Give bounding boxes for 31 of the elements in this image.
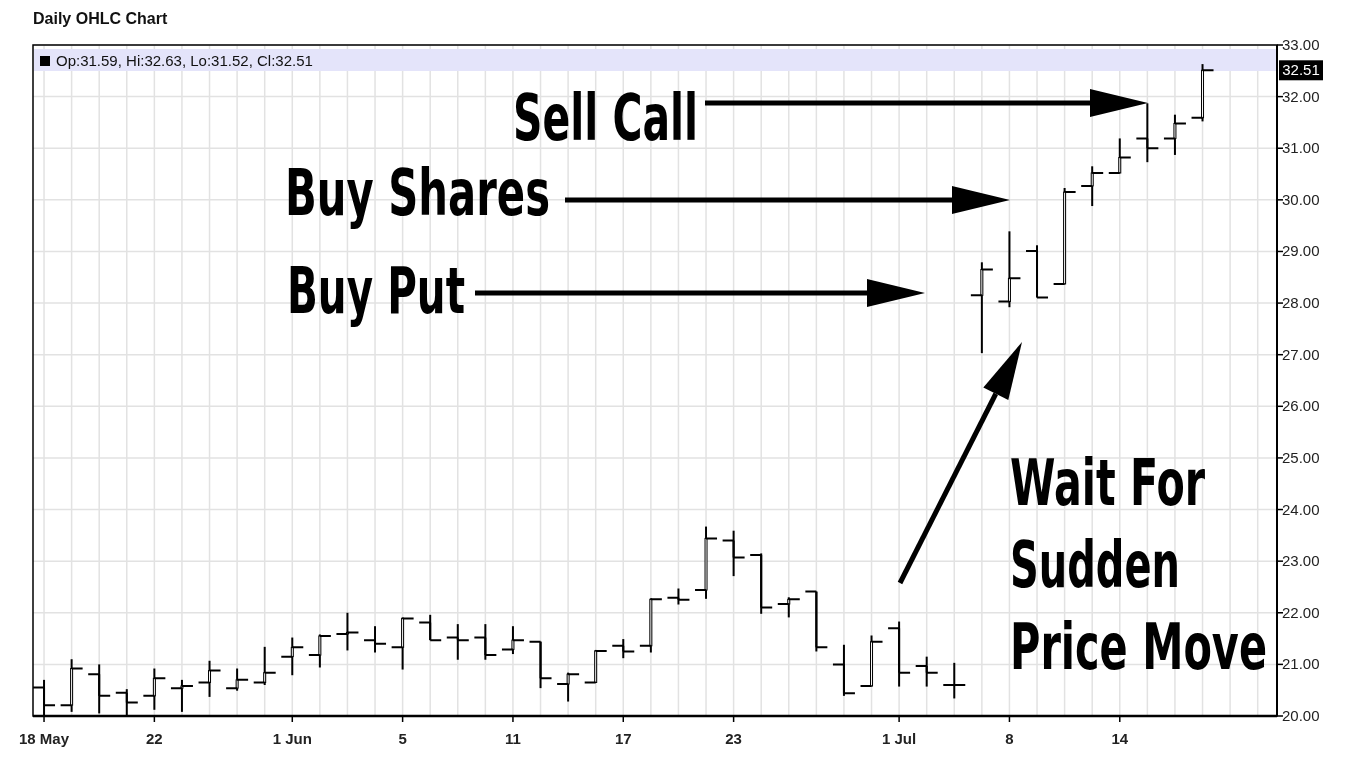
y-tick-label: 21.00: [1282, 655, 1320, 673]
y-tick-label: 27.00: [1282, 345, 1320, 363]
x-tick-label: 23: [725, 730, 742, 747]
annotation: Buy Put: [287, 253, 466, 329]
y-tick-label: 26.00: [1282, 397, 1320, 415]
y-tick-label: 33.00: [1282, 36, 1320, 53]
x-tick-label: 1 Jul: [882, 730, 917, 747]
y-tick-label: 23.00: [1282, 552, 1320, 570]
x-tick-label: 17: [614, 730, 632, 747]
y-tick-label: 28.00: [1282, 294, 1320, 312]
x-tick-label: 14: [1111, 730, 1129, 747]
y-tick-label: 31.00: [1282, 139, 1320, 157]
x-tick-label: 18 May: [19, 730, 70, 747]
y-tick-label: 24.00: [1282, 500, 1320, 518]
annotation: Sell Call: [513, 80, 699, 156]
y-tick-label: 20.00: [1282, 707, 1320, 724]
y-tick-label: 29.00: [1282, 242, 1320, 260]
y-tick-label: 30.00: [1282, 190, 1320, 208]
y-tick-label: 22.00: [1282, 603, 1320, 621]
x-tick-label: 8: [1005, 730, 1014, 747]
x-tick-label: 11: [505, 730, 521, 747]
x-tick-label: 1 Jun: [272, 730, 312, 747]
annotation: Wait For Sudden Price Move: [1010, 445, 1268, 685]
annotation: Buy Shares: [285, 155, 550, 231]
chart-title: Daily OHLC Chart: [33, 10, 168, 27]
y-tick-label: 25.00: [1282, 448, 1320, 466]
x-tick-label: 22: [146, 730, 163, 747]
x-tick-label: 5: [398, 730, 407, 747]
y-tick-label: 32.00: [1282, 87, 1320, 105]
text: 32.51: [1282, 61, 1320, 79]
annotation: Op:31.59, Hi:32.63, Lo:31.52, Cl:32.51: [56, 52, 313, 69]
